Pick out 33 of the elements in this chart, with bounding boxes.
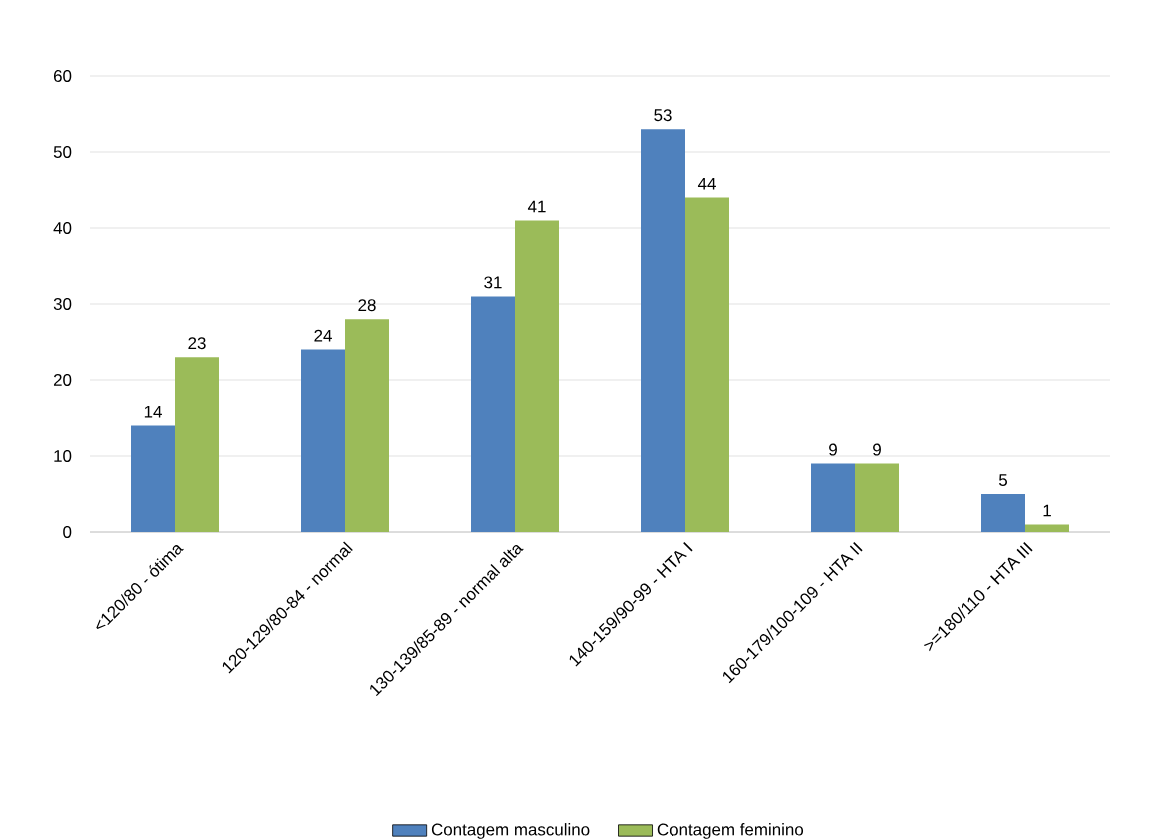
- data-label: 5: [998, 474, 1008, 486]
- y-tick-label: 30: [53, 298, 72, 310]
- legend-label: Contagem feminino: [657, 823, 804, 839]
- bar: [131, 425, 175, 532]
- y-tick-label: 0: [63, 526, 72, 538]
- bar: [811, 463, 855, 532]
- data-label: 24: [314, 329, 332, 342]
- data-label: 31: [484, 276, 502, 289]
- data-label: 28: [358, 299, 376, 312]
- bar: [981, 494, 1025, 532]
- bar: [515, 220, 559, 532]
- data-label: 53: [654, 109, 672, 122]
- data-label: 41: [527, 200, 546, 213]
- y-tick-label: 50: [53, 146, 72, 158]
- data-label: 1: [1043, 504, 1051, 517]
- y-tick-label: 60: [53, 70, 72, 82]
- bar: [471, 296, 515, 532]
- data-label: 9: [873, 443, 881, 456]
- bar: [301, 349, 345, 532]
- bar: [175, 357, 219, 532]
- data-label: 14: [144, 405, 162, 418]
- y-tick-label: 20: [53, 374, 72, 386]
- y-tick-label: 40: [53, 222, 72, 234]
- bar: [1025, 524, 1070, 532]
- data-label: 23: [188, 337, 206, 350]
- bar: [855, 463, 899, 532]
- data-label: 44: [697, 177, 716, 190]
- y-tick-label: 10: [54, 450, 72, 462]
- bar: [345, 319, 389, 532]
- bar: [685, 197, 729, 532]
- legend-label: Contagem masculino: [431, 823, 590, 839]
- bar: [641, 129, 685, 532]
- data-label: 9: [829, 443, 837, 456]
